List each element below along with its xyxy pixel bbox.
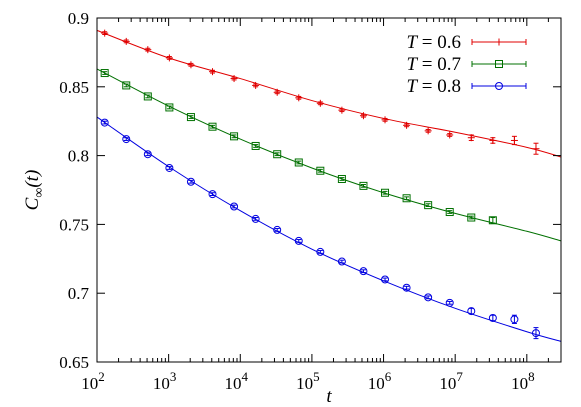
data-point — [316, 99, 324, 107]
data-point — [251, 214, 260, 223]
chart-legend: T = 0.6T = 0.7T = 0.8 — [406, 32, 527, 97]
data-point — [230, 132, 239, 141]
data-point — [316, 247, 325, 256]
data-point — [467, 134, 475, 142]
x-tick-label: 103 — [153, 369, 177, 393]
data-point — [208, 190, 217, 199]
data-point — [337, 257, 346, 266]
series-3 — [96, 116, 562, 342]
data-point — [402, 283, 411, 292]
data-point — [488, 313, 497, 322]
data-point — [187, 61, 195, 69]
data-point — [495, 38, 503, 46]
data-point — [294, 236, 303, 245]
data-point — [424, 293, 433, 302]
data-point — [337, 174, 346, 183]
data-point — [101, 29, 109, 37]
data-point — [209, 68, 217, 76]
data-point — [403, 121, 411, 129]
data-point — [230, 202, 239, 211]
y-axis-label: C∞(t) — [22, 170, 47, 211]
data-point — [424, 201, 433, 210]
data-point — [273, 150, 282, 159]
y-tick-label: 0.85 — [59, 78, 89, 97]
x-tick-label: 106 — [368, 369, 392, 393]
data-point — [144, 46, 152, 54]
data-point — [251, 141, 260, 150]
data-point — [252, 81, 260, 89]
x-tick-label: 104 — [225, 369, 249, 393]
data-point — [359, 267, 368, 276]
data-point — [143, 150, 152, 159]
data-point — [100, 69, 109, 78]
x-tick-label: 105 — [296, 369, 320, 393]
legend-label: T = 0.6 — [406, 32, 461, 53]
chart-series-layer — [96, 29, 562, 342]
series-1 — [96, 29, 562, 158]
data-point — [273, 88, 281, 96]
data-point — [122, 135, 131, 144]
data-point — [532, 145, 540, 153]
data-point — [165, 103, 174, 112]
legend-label: T = 0.7 — [406, 54, 461, 75]
data-point — [100, 118, 109, 127]
data-point — [273, 225, 282, 234]
data-point — [445, 298, 454, 307]
data-point — [510, 315, 519, 324]
data-point — [424, 127, 432, 135]
data-point — [495, 60, 503, 68]
data-point — [165, 163, 174, 172]
y-tick-label: 0.9 — [68, 9, 89, 28]
legend-entry: T = 0.7 — [406, 54, 527, 75]
series-fit-line — [96, 68, 562, 242]
data-point — [359, 181, 368, 190]
data-point — [186, 177, 195, 186]
x-axis-label: t — [326, 386, 332, 407]
data-point — [510, 136, 518, 144]
data-point — [445, 208, 454, 217]
y-tick-label: 0.7 — [68, 284, 90, 303]
data-point — [467, 213, 476, 222]
x-tick-label: 102 — [81, 369, 105, 393]
data-point — [495, 82, 503, 90]
data-point — [338, 106, 346, 114]
data-point — [381, 188, 390, 197]
data-point — [359, 112, 367, 120]
plot-frame — [96, 17, 562, 363]
data-point — [165, 54, 173, 62]
series-fit-line — [96, 116, 562, 342]
data-point — [230, 75, 238, 83]
data-point — [381, 275, 390, 284]
data-point — [489, 136, 497, 144]
data-point — [402, 194, 411, 203]
data-point — [122, 37, 130, 45]
data-point — [446, 131, 454, 139]
data-point — [294, 158, 303, 167]
data-point — [467, 307, 476, 316]
data-point — [122, 81, 131, 90]
x-tick-label: 107 — [439, 369, 463, 393]
data-point — [488, 216, 497, 225]
y-tick-label: 0.75 — [59, 215, 89, 234]
data-point — [316, 166, 325, 175]
data-point — [531, 329, 540, 338]
y-tick-label: 0.8 — [68, 147, 89, 166]
legend-entry: T = 0.8 — [406, 76, 527, 97]
chart-axes: 0.65 0.7 0.75 0.8 0.85 0.9 102 103 104 105 106 107 1… — [59, 9, 562, 393]
data-point — [186, 113, 195, 122]
legend-entry: T = 0.6 — [406, 32, 527, 53]
data-point — [381, 116, 389, 124]
x-tick-label: 108 — [511, 369, 535, 393]
y-tick-label: 0.65 — [59, 353, 89, 372]
data-point — [143, 92, 152, 101]
legend-label: T = 0.8 — [406, 76, 461, 97]
data-point — [295, 94, 303, 102]
series-2 — [96, 68, 562, 242]
data-point — [208, 122, 217, 131]
